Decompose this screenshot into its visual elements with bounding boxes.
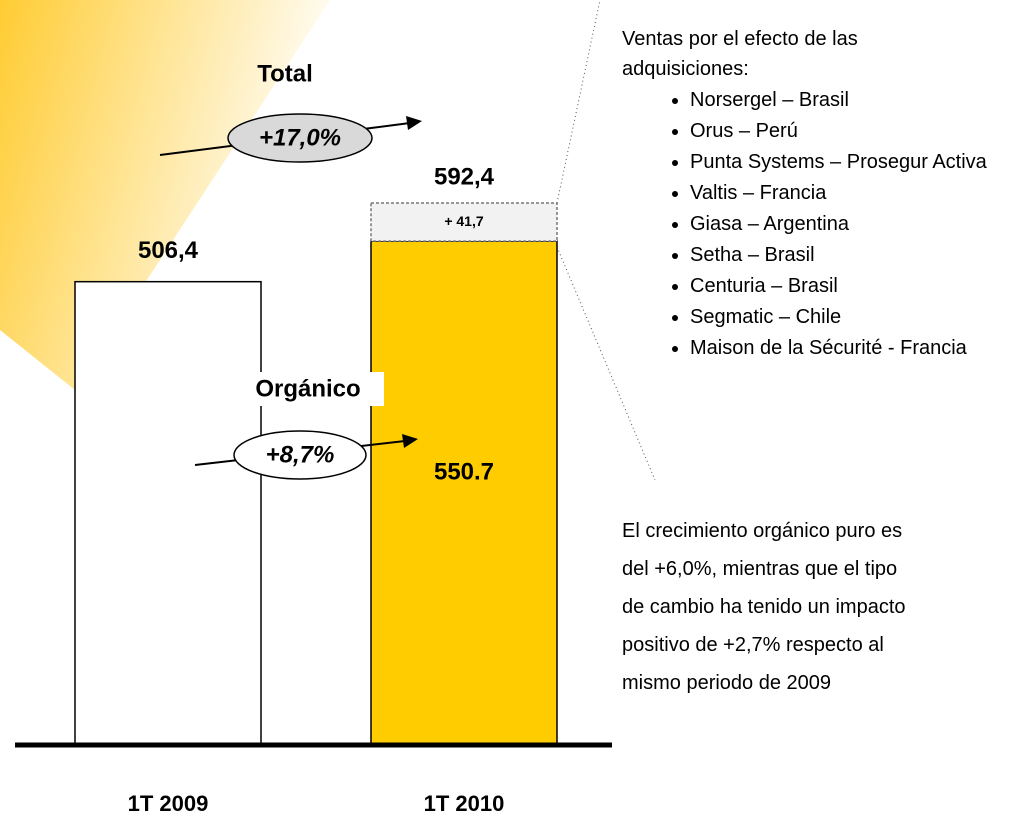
side-heading: Ventas por el efecto de las adquisicione…: [622, 28, 858, 80]
list-item: Maison de la Sécurité - Francia: [690, 333, 1000, 364]
arrow-head: [402, 434, 418, 448]
total-label: Total: [257, 60, 313, 87]
list-item: Segmatic – Chile: [690, 302, 1000, 333]
total-value-label: 592,4: [434, 163, 495, 190]
total-change: +17,0%: [259, 124, 341, 151]
connector: [556, 0, 601, 204]
bar-segment: [74, 280, 262, 746]
connector: [556, 246, 656, 481]
list-item: Giasa – Argentina: [690, 209, 1000, 240]
value-label: + 41,7: [444, 213, 484, 229]
arrow-head: [406, 116, 422, 130]
organic-ellipse: [233, 430, 367, 480]
organic-change: +8,7%: [266, 441, 335, 468]
list-item: Norsergel – Brasil: [690, 85, 1000, 116]
bar-segment: [370, 240, 558, 746]
list-item: Orus – Perú: [690, 116, 1000, 147]
x-tick-label: 1T 2010: [424, 791, 505, 816]
side-paragraph: El crecimiento orgánico puro es del +6,0…: [622, 520, 906, 694]
value-label: 550.7: [434, 458, 494, 485]
value-label: 506,4: [138, 237, 199, 264]
total-ellipse: [227, 113, 373, 163]
list-item: Setha – Brasil: [690, 240, 1000, 271]
acquisition-list: Norsergel – BrasilOrus – PerúPunta Syste…: [660, 85, 1000, 364]
list-item: Valtis – Francia: [690, 178, 1000, 209]
list-item: Centuria – Brasil: [690, 271, 1000, 302]
x-tick-label: 1T 2009: [128, 791, 209, 816]
organic-label: Orgánico: [255, 375, 360, 402]
label-bg: [232, 372, 384, 406]
list-item: Punta Systems – Prosegur Activa: [690, 147, 1000, 178]
bar-segment: [370, 202, 558, 242]
